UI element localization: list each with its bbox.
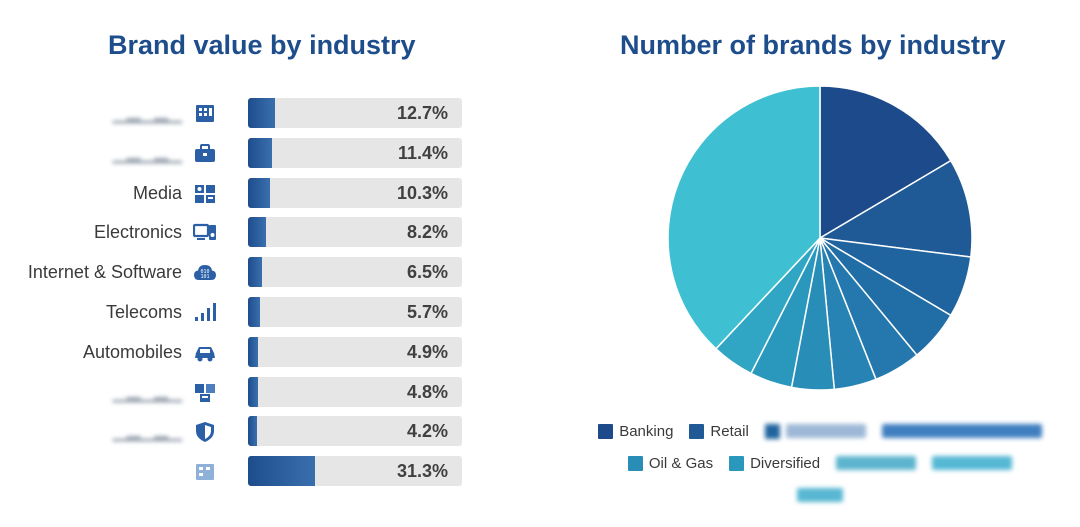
pie-slice: [819, 85, 952, 240]
bar: [248, 416, 257, 447]
shield-icon: [196, 422, 214, 443]
bar-category-label: Media: [132, 182, 182, 203]
bar-track: 5.7%: [248, 297, 462, 327]
pie-chart: [667, 85, 973, 391]
briefcase-icon: [195, 143, 215, 162]
legend-label: Diversified: [750, 454, 821, 472]
bar-track: 12.7%: [248, 98, 462, 128]
electronics-icon: [193, 224, 216, 241]
bar-track: 4.9%: [248, 336, 462, 367]
legend-item-oil-gas: Oil & Gas: [627, 454, 714, 472]
legend-row: Oil & Gas Diversified: [590, 448, 1050, 478]
bar-category-label-blurred: ▁▂▁▂▁: [112, 381, 182, 402]
bar-chart-title: Brand value by industry: [108, 30, 416, 60]
bar-category-label-blurred: ▁▂▁▂▁: [112, 421, 182, 442]
legend-label: Retail: [710, 422, 749, 440]
bar-value-label: 11.4%: [397, 142, 448, 163]
bar-track: 4.8%: [248, 376, 462, 407]
bar: [248, 177, 271, 208]
bar-category-label: Electronics: [93, 222, 182, 243]
bar-row: Telecoms 5.7%: [0, 297, 540, 327]
blurred-label: [836, 456, 917, 470]
svg-text:101: 101: [200, 274, 209, 280]
bar: [248, 336, 259, 367]
legend-swatch: [729, 455, 745, 471]
media-icon: [195, 184, 215, 203]
legend-row: Banking Retail: [590, 416, 1050, 446]
pie-chart-title: Number of brands by industry: [620, 30, 1006, 60]
bar: [248, 456, 315, 487]
boxes-icon: [195, 383, 215, 402]
bar-value-label: 31.3%: [396, 461, 448, 482]
legend-item-banking: Banking: [598, 423, 673, 440]
bar: [248, 98, 276, 128]
legend-item-retail: Retail: [689, 422, 749, 440]
bar-row: Electronics 8.2%: [0, 217, 540, 248]
bar-value-label: 5.7%: [406, 302, 448, 322]
bar-value-label: 8.2%: [406, 222, 448, 243]
bar-track: 6.5%: [248, 257, 462, 288]
bar-category-label: Automobiles: [82, 341, 182, 362]
bar-chart: ▁▂▁▂▁ 12.7% ▁▂▁▂▁ 11.4% Media 10.3% Electronic…: [0, 98, 540, 487]
bar-row: ▁▂▁▂▁ 4.8%: [0, 376, 540, 407]
car-icon: [195, 346, 215, 362]
bar-row: Media 10.3%: [0, 177, 540, 208]
bar-row: ▁▂▁▂▁ 12.7%: [0, 98, 540, 128]
bar-value-label: 6.5%: [406, 262, 448, 283]
blurred-label: [797, 488, 843, 502]
bar: [248, 137, 273, 168]
bar-value-label: 12.7%: [396, 103, 448, 123]
legend-item-blurred: [764, 423, 866, 439]
bar-track: 8.2%: [248, 217, 462, 248]
legend-label: Oil & Gas: [648, 454, 714, 472]
bar: [248, 257, 262, 288]
bar: [248, 217, 266, 248]
legend-item-blurred: [836, 456, 917, 470]
bar-row: 31.3%: [0, 456, 540, 487]
signal-icon: [195, 303, 216, 321]
bar-value-label: 4.9%: [406, 341, 448, 362]
bar-value-label: 4.2%: [406, 421, 448, 442]
legend-swatch: [764, 423, 780, 439]
bar-track: 10.3%: [248, 177, 462, 208]
building-icon: [196, 105, 214, 122]
bar-row: Automobiles 4.9%: [0, 336, 540, 367]
other-icon: [196, 464, 214, 481]
bar-value-label: 10.3%: [396, 182, 448, 203]
pie-slice: [817, 159, 973, 258]
bar-value-label: 4.8%: [406, 381, 448, 402]
bar-category-label-blurred: ▁▂▁▂▁: [112, 142, 182, 163]
bar: [248, 297, 261, 327]
bar-category-label-blurred: ▁▂▁▂▁: [112, 103, 182, 123]
svg-text:010: 010: [200, 269, 209, 275]
bar-row: ▁▂▁▂▁ 11.4%: [0, 137, 540, 168]
bar-row: Internet & Software 010 101 6.5%: [0, 257, 540, 288]
bar-category-label: Internet & Software: [27, 262, 182, 283]
legend-swatch: [598, 423, 614, 439]
blurred-label: [932, 456, 1013, 470]
blurred-label: [881, 424, 1042, 438]
legend-swatch: [627, 455, 643, 471]
bar-track: 4.2%: [248, 416, 462, 447]
legend-label: Banking: [619, 422, 674, 440]
legend-item-blurred: [881, 424, 1042, 438]
pie-legend: Banking Retail Oil & Gas Diversified: [590, 416, 1050, 512]
bar-row: ▁▂▁▂▁ 4.2%: [0, 416, 540, 447]
legend-row: [590, 480, 1050, 510]
legend-swatch: [689, 423, 705, 439]
legend-item-blurred: [932, 456, 1013, 470]
bar-category-label: Telecoms: [105, 302, 182, 322]
bar: [248, 376, 259, 407]
pie-slice: [667, 85, 821, 350]
legend-item-diversified: Diversified: [729, 455, 820, 472]
legend-item-blurred: [797, 488, 843, 502]
bar-track: 11.4%: [248, 137, 462, 168]
blurred-label: [785, 424, 866, 438]
bar-track: 31.3%: [248, 456, 462, 487]
